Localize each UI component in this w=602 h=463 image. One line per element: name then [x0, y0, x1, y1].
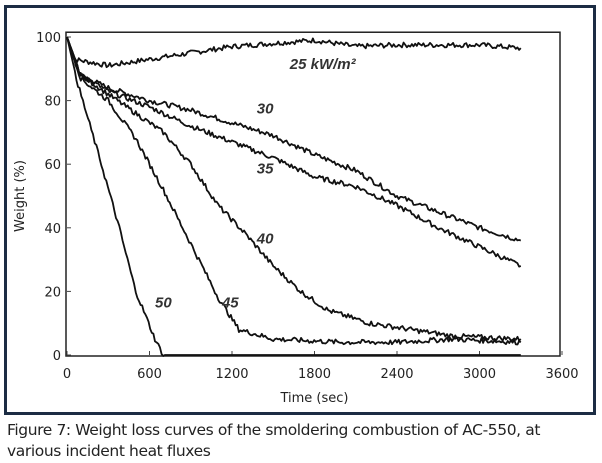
- y-tick-label: 80: [44, 95, 61, 110]
- series-label-25: 25 kW/m²: [289, 56, 357, 73]
- series-line-40: [66, 36, 522, 342]
- series-label-35: 35: [257, 161, 274, 178]
- series-label-40: 40: [256, 231, 274, 248]
- figure-caption: Figure 7: Weight loss curves of the smol…: [7, 421, 541, 460]
- x-tick-label: 0: [63, 367, 71, 382]
- y-tick-label: 0: [53, 349, 61, 364]
- x-axis-label: Time (sec): [279, 391, 348, 406]
- x-tick-label: 3000: [463, 367, 496, 382]
- series-line-45: [66, 36, 522, 346]
- y-axis-label: Weight (%): [13, 160, 28, 232]
- y-tick-label: 100: [36, 31, 61, 46]
- y-tick-label: 40: [44, 222, 61, 237]
- series-label-30: 30: [257, 100, 274, 117]
- y-tick-label: 20: [44, 285, 61, 300]
- series-line-50: [66, 36, 521, 357]
- weight-loss-chart: 0 600 1200 1800 2400 3000 3600 0 20 40 60 80 100 Time…: [13, 31, 579, 406]
- series-line-30: [66, 36, 522, 242]
- x-tick-label: 1200: [215, 367, 248, 382]
- plot-area-border: [65, 31, 561, 357]
- series-line-35: [66, 36, 522, 268]
- x-tick-label: 600: [137, 367, 162, 382]
- x-tick-label: 3600: [545, 367, 578, 382]
- y-tick-label: 60: [44, 158, 61, 173]
- series-label-45: 45: [221, 294, 239, 311]
- series-line-25: [66, 36, 522, 69]
- series-label-50: 50: [155, 294, 172, 311]
- figure-frame: 0 600 1200 1800 2400 3000 3600 0 20 40 60 80 100 Time…: [4, 5, 596, 415]
- x-tick-label: 1800: [298, 367, 331, 382]
- x-tick-label: 2400: [380, 367, 413, 382]
